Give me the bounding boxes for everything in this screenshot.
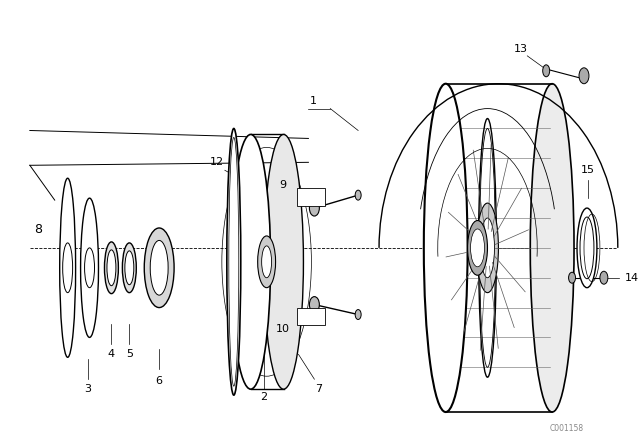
Text: 8: 8 xyxy=(34,224,42,237)
Ellipse shape xyxy=(543,65,550,77)
Ellipse shape xyxy=(107,250,116,286)
Ellipse shape xyxy=(577,208,597,288)
Ellipse shape xyxy=(84,248,95,288)
Ellipse shape xyxy=(63,243,72,293)
Text: 6: 6 xyxy=(156,376,163,386)
Text: 4: 4 xyxy=(108,349,115,359)
Ellipse shape xyxy=(122,243,136,293)
Ellipse shape xyxy=(125,251,134,284)
Ellipse shape xyxy=(355,310,361,319)
Ellipse shape xyxy=(424,84,468,412)
Ellipse shape xyxy=(579,68,589,84)
Text: 14: 14 xyxy=(625,273,639,283)
Ellipse shape xyxy=(262,246,271,278)
Text: 1: 1 xyxy=(310,95,317,106)
Text: 12: 12 xyxy=(210,157,224,167)
Text: 9: 9 xyxy=(279,180,286,190)
Text: 15: 15 xyxy=(581,165,595,175)
Ellipse shape xyxy=(81,198,99,337)
Ellipse shape xyxy=(144,228,174,308)
Text: 2: 2 xyxy=(260,392,268,402)
Text: 7: 7 xyxy=(315,384,322,394)
Text: 10: 10 xyxy=(276,324,289,335)
Ellipse shape xyxy=(309,200,319,216)
Text: 5: 5 xyxy=(126,349,133,359)
Text: 13: 13 xyxy=(515,44,528,54)
Ellipse shape xyxy=(231,134,271,389)
Bar xyxy=(298,308,325,326)
Ellipse shape xyxy=(477,203,499,293)
Text: 3: 3 xyxy=(84,384,91,394)
Ellipse shape xyxy=(60,178,76,358)
Ellipse shape xyxy=(264,134,303,389)
Bar xyxy=(298,188,325,206)
Ellipse shape xyxy=(531,84,574,412)
Ellipse shape xyxy=(468,220,488,275)
Text: C001158: C001158 xyxy=(550,424,584,434)
Ellipse shape xyxy=(355,190,361,200)
Ellipse shape xyxy=(470,229,484,267)
Ellipse shape xyxy=(568,272,575,283)
Text: 11: 11 xyxy=(305,311,318,322)
Ellipse shape xyxy=(227,129,241,395)
Text: 11: 11 xyxy=(305,192,318,202)
Ellipse shape xyxy=(104,242,118,293)
Ellipse shape xyxy=(150,241,168,295)
Ellipse shape xyxy=(600,271,608,284)
Ellipse shape xyxy=(309,297,319,313)
Ellipse shape xyxy=(258,236,276,288)
Ellipse shape xyxy=(481,218,495,278)
